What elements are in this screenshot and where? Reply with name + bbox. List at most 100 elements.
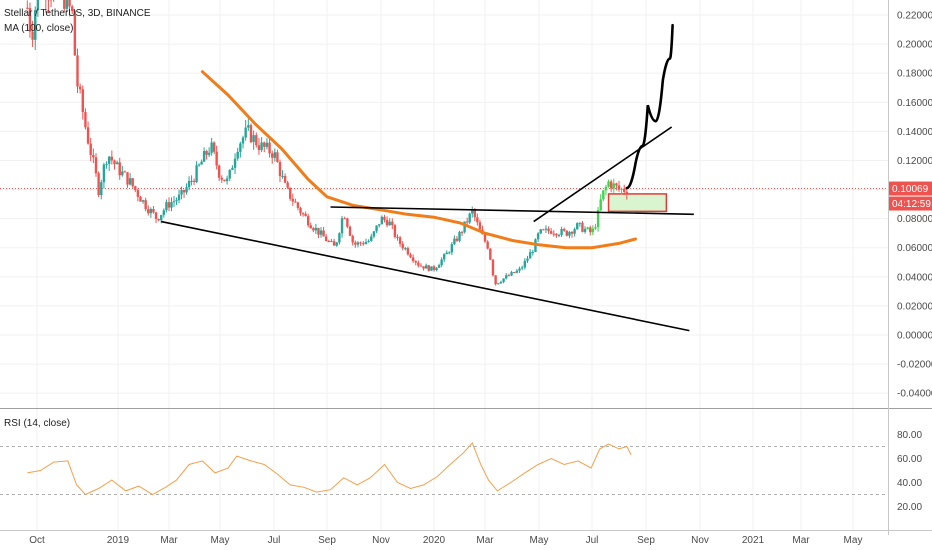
candle-body (283, 175, 287, 183)
candle-body (455, 238, 459, 241)
candle-body (471, 209, 474, 214)
time-axis-label: May (530, 535, 549, 546)
candle-body (231, 167, 234, 170)
candle-body (409, 254, 412, 258)
candle-body (445, 252, 448, 255)
candle-body (583, 228, 587, 232)
candle-body (86, 127, 90, 144)
candle-body (76, 55, 79, 87)
candle-body (430, 266, 433, 271)
candle-body (523, 260, 527, 268)
candle-body (599, 199, 602, 211)
candle-body (448, 252, 451, 254)
candle-body (414, 260, 417, 263)
candle-body (157, 218, 160, 221)
rsi-axis-label: 40.00 (897, 478, 922, 489)
candle-body (65, 0, 69, 9)
candle-body (528, 252, 532, 259)
candle-body (483, 234, 487, 242)
candle-body (273, 152, 277, 158)
candle-body (348, 226, 352, 236)
candle-body (105, 163, 108, 165)
candle-body (539, 229, 542, 234)
candle-body (128, 178, 132, 185)
candle-body (615, 183, 618, 186)
candle-body (102, 164, 106, 183)
candle-body (473, 209, 476, 218)
time-axis-label: Nov (691, 535, 709, 546)
candle-body (317, 227, 320, 235)
candle-body (343, 218, 346, 220)
candle-body (568, 231, 571, 236)
candle-body (499, 281, 503, 284)
candle-body (515, 270, 519, 273)
chart-symbol-title[interactable]: Stellar / TetherUS, 3D, BINANCE (4, 8, 151, 19)
candle-body (268, 142, 271, 154)
candle-body (404, 248, 407, 250)
candle-body (589, 227, 592, 233)
candle-body (281, 175, 284, 177)
rsi-axis-label: 20.00 (897, 502, 922, 513)
candle-body (520, 267, 524, 269)
candle-body (123, 171, 127, 173)
candle-body (84, 112, 87, 128)
rsi-indicator-label[interactable]: RSI (14, close) (4, 418, 71, 429)
candle-body (314, 227, 318, 231)
candle-body (440, 259, 443, 266)
candle-body (190, 180, 193, 182)
candle-body (249, 125, 253, 143)
candle-body (340, 218, 344, 234)
candle-body (596, 210, 600, 228)
upper-channel-line[interactable] (533, 126, 673, 223)
candle-body (301, 213, 305, 215)
candle-body (177, 194, 181, 201)
candle-body (555, 233, 558, 236)
candle-body (463, 221, 466, 233)
candle-body (478, 222, 482, 230)
candle-body (578, 222, 582, 224)
candle-body (406, 248, 410, 255)
price-axis-label: 0.00000 (897, 331, 932, 342)
candle-body (215, 151, 218, 166)
candle-body (468, 213, 471, 223)
candle-body (113, 160, 116, 165)
candle-body (560, 229, 563, 235)
candle-body (31, 31, 34, 40)
projected-price-path[interactable] (625, 23, 674, 190)
time-axis-label: 2020 (423, 535, 446, 546)
time-axis-label: Sep (637, 535, 655, 546)
candle-body (121, 171, 124, 176)
ma-indicator-label[interactable]: MA (100, close) (4, 23, 74, 34)
candle-body (223, 179, 226, 182)
candle-body (562, 229, 566, 231)
candle-body (507, 275, 511, 277)
candle-body (28, 7, 32, 32)
candle-body (97, 173, 100, 196)
candle-body (354, 242, 357, 245)
target-zone-box[interactable] (607, 193, 668, 213)
candle-body (260, 142, 263, 151)
candle-body (299, 207, 302, 214)
candle-body (147, 209, 150, 214)
candle-body (78, 86, 82, 90)
candle-body (165, 202, 168, 211)
horizontal-resistance-line[interactable] (330, 206, 694, 216)
candle-body (73, 11, 77, 56)
candle-body (391, 221, 394, 226)
lower-trendline[interactable] (161, 220, 690, 332)
time-axis-label: Mar (476, 535, 494, 546)
candle-body (286, 182, 289, 188)
candle-body (604, 186, 608, 191)
candle-body (141, 200, 145, 202)
candle-body (502, 278, 505, 282)
candle-body (241, 137, 245, 144)
candle-body (542, 229, 545, 231)
candle-body (465, 221, 469, 223)
candle-body (149, 209, 153, 214)
candle-body (494, 275, 497, 285)
candle-body (570, 231, 574, 234)
candle-body (591, 228, 595, 233)
candle-body (185, 187, 188, 193)
time-axis-label: Nov (372, 535, 390, 546)
